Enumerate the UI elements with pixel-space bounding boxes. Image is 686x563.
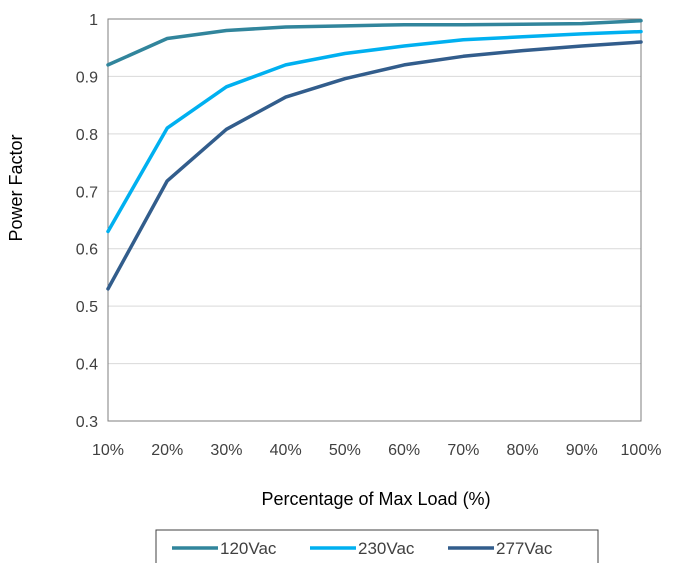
y-tick-label: 0.8 — [76, 127, 98, 144]
x-tick-label: 30% — [210, 442, 242, 459]
x-axis-title: Percentage of Max Load (%) — [261, 489, 490, 509]
series-line-230Vac — [106, 29, 643, 234]
y-tick-label: 0.9 — [76, 69, 98, 86]
series-line-277Vac — [106, 40, 643, 291]
y-tick-label: 0.5 — [76, 299, 98, 316]
x-tick-label: 90% — [566, 442, 598, 459]
legend-box — [155, 529, 599, 563]
x-tick-label: 100% — [621, 442, 662, 459]
gridlines — [108, 18, 641, 422]
legend-label: 120Vac — [220, 539, 277, 558]
x-tick-label: 70% — [447, 442, 479, 459]
y-tick-label: 1 — [89, 12, 98, 29]
x-tick-label: 60% — [388, 442, 420, 459]
y-tick-label: 0.4 — [76, 357, 98, 374]
legend: 120Vac 230Vac 277Vac — [155, 529, 599, 563]
x-axis-ticks: 10% 20% 30% 40% 50% 60% 70% 80% 90% 100% — [92, 442, 661, 459]
y-axis-ticks: 0.3 0.4 0.5 0.6 0.7 0.8 0.9 1 — [76, 12, 98, 431]
plot-area-border — [107, 18, 642, 422]
x-tick-label: 80% — [507, 442, 539, 459]
legend-label: 230Vac — [358, 539, 415, 558]
x-tick-label: 40% — [270, 442, 302, 459]
y-tick-label: 0.6 — [76, 242, 98, 259]
x-tick-label: 10% — [92, 442, 124, 459]
y-tick-label: 0.7 — [76, 184, 98, 201]
y-tick-label: 0.3 — [76, 414, 98, 431]
series-line-120Vac — [106, 18, 643, 67]
x-tick-label: 50% — [329, 442, 361, 459]
legend-label: 277Vac — [496, 539, 553, 558]
series-lines — [106, 18, 643, 291]
x-tick-label: 20% — [151, 442, 183, 459]
y-axis-title: Power Factor — [6, 134, 26, 241]
